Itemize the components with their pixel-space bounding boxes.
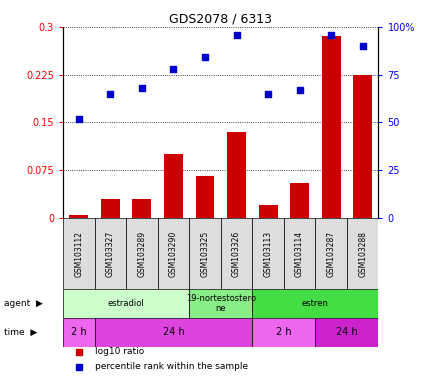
- Text: GSM103289: GSM103289: [137, 230, 146, 277]
- Point: [170, 66, 177, 72]
- Bar: [346, 218, 378, 290]
- Bar: [157, 218, 189, 290]
- Bar: [189, 218, 220, 290]
- Bar: [63, 290, 189, 318]
- Text: GSM103326: GSM103326: [231, 230, 240, 277]
- Bar: [252, 290, 378, 318]
- Point: [233, 31, 240, 38]
- Bar: [227, 132, 245, 218]
- Title: GDS2078 / 6313: GDS2078 / 6313: [169, 13, 272, 26]
- Text: agent  ▶: agent ▶: [4, 299, 43, 308]
- Bar: [289, 183, 308, 218]
- Bar: [164, 154, 182, 218]
- Point: [358, 43, 365, 49]
- Bar: [352, 74, 371, 218]
- Point: [107, 91, 114, 97]
- Text: 24 h: 24 h: [162, 328, 184, 338]
- Bar: [315, 218, 346, 290]
- Text: GSM103290: GSM103290: [168, 230, 178, 277]
- Point: [75, 116, 82, 122]
- Bar: [321, 36, 340, 218]
- Text: GSM103327: GSM103327: [105, 230, 115, 277]
- Point: [138, 85, 145, 91]
- Bar: [63, 218, 95, 290]
- Text: GSM103287: GSM103287: [326, 230, 335, 277]
- Bar: [195, 177, 214, 218]
- Bar: [95, 318, 252, 347]
- Bar: [258, 205, 277, 218]
- Bar: [69, 215, 88, 218]
- Bar: [101, 199, 119, 218]
- Bar: [315, 318, 378, 347]
- Text: estradiol: estradiol: [108, 299, 144, 308]
- Bar: [283, 218, 315, 290]
- Text: 2 h: 2 h: [71, 328, 86, 338]
- Text: GSM103114: GSM103114: [294, 230, 303, 277]
- Bar: [126, 218, 157, 290]
- Bar: [63, 318, 95, 347]
- Text: GSM103112: GSM103112: [74, 231, 83, 276]
- Text: GSM103325: GSM103325: [200, 230, 209, 277]
- Bar: [189, 290, 252, 318]
- Bar: [220, 218, 252, 290]
- Text: 19-nortestostero
ne: 19-nortestostero ne: [185, 294, 255, 313]
- Text: percentile rank within the sample: percentile rank within the sample: [95, 362, 247, 371]
- Point: [201, 55, 208, 61]
- Text: 24 h: 24 h: [335, 328, 357, 338]
- Text: GSM103113: GSM103113: [263, 230, 272, 277]
- Bar: [252, 318, 315, 347]
- Point: [327, 31, 334, 38]
- Text: log10 ratio: log10 ratio: [95, 347, 144, 356]
- Text: estren: estren: [301, 299, 328, 308]
- Point: [296, 87, 302, 93]
- Bar: [95, 218, 126, 290]
- Bar: [252, 218, 283, 290]
- Text: GSM103288: GSM103288: [357, 231, 366, 276]
- Bar: [132, 199, 151, 218]
- Text: 2 h: 2 h: [276, 328, 291, 338]
- Point: [264, 91, 271, 97]
- Text: time  ▶: time ▶: [4, 328, 37, 337]
